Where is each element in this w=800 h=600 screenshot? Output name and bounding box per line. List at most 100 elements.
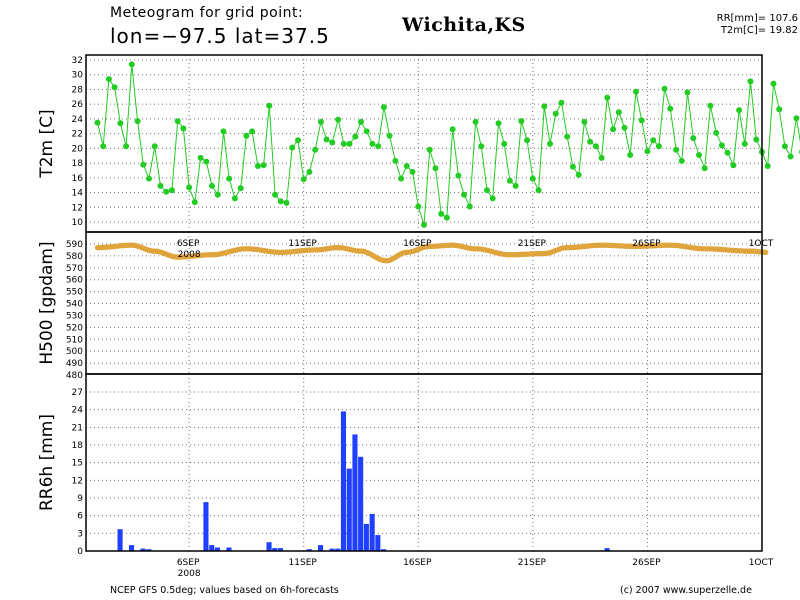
t2m-point (214, 191, 221, 198)
t2m-point (713, 129, 720, 136)
y-tick-label: 18 (72, 441, 84, 451)
t2m-point (443, 214, 450, 221)
t2m-mean-label: T2m[C]= 19.82 (720, 25, 798, 36)
y-tick-label: 16 (72, 174, 84, 184)
t2m-point (421, 221, 427, 228)
t2m-point (524, 137, 531, 144)
t2m-point (598, 154, 605, 161)
t2m-point (724, 149, 731, 156)
x-tick-label: 21SEP (518, 239, 547, 249)
y-tick-label: 3 (77, 529, 83, 539)
t2m-point (770, 80, 777, 87)
t2m-point (409, 168, 416, 175)
t2m-point (231, 195, 238, 202)
x-tick-label: 16SEP (403, 239, 432, 249)
t2m-point (105, 76, 112, 83)
t2m-point (243, 132, 250, 139)
t2m-point (220, 128, 227, 135)
t2m-point (140, 161, 147, 168)
rr6h-bar (335, 548, 341, 551)
t2m-point (186, 184, 193, 191)
t2m-point (438, 210, 445, 217)
t2m-point (787, 153, 794, 160)
t2m-point (312, 146, 319, 153)
t2m-point (512, 182, 519, 189)
rr6h-bar (604, 548, 610, 551)
t2m-point (718, 142, 725, 149)
y-tick-label: 530 (66, 311, 83, 321)
t2m-point (673, 146, 680, 153)
t2m-point (375, 143, 382, 150)
t2m-point (117, 120, 124, 127)
t2m-point (455, 172, 462, 179)
rr6h-bar (306, 549, 312, 551)
t2m-point (633, 88, 639, 95)
panel-frame (85, 373, 763, 552)
y-axis-label: H500 [gpdam] (37, 241, 57, 364)
y-tick-label: 570 (66, 264, 83, 274)
t2m-point (260, 162, 267, 169)
t2m-point (466, 203, 473, 210)
t2m-point (558, 99, 565, 106)
t2m-point (753, 136, 760, 143)
grid-lines (86, 55, 762, 551)
t2m-point (501, 140, 508, 147)
t2m-point (335, 116, 342, 123)
t2m-point (684, 89, 691, 96)
t2m-point (432, 165, 439, 172)
t2m-point (197, 154, 204, 161)
t2m-point (604, 94, 611, 101)
rr6h-bar (369, 513, 375, 551)
t2m-point (174, 118, 181, 125)
t2m-point (180, 125, 187, 132)
t2m-point (323, 136, 330, 143)
rr6h-bar (340, 411, 346, 551)
y-tick-label: 26 (72, 100, 84, 110)
t2m-point (793, 115, 800, 122)
panel-frame (85, 54, 763, 233)
t2m-point (615, 109, 622, 116)
t2m-point (484, 187, 490, 194)
y-tick-label: 18 (72, 159, 84, 169)
y-tick-label: 32 (72, 56, 83, 66)
t2m-point (592, 143, 599, 150)
t2m-point (696, 152, 702, 158)
y-tick-label: 550 (66, 288, 83, 298)
t2m-point (587, 138, 594, 145)
y-tick-label: 480 (66, 371, 83, 381)
t2m-point (644, 148, 651, 155)
y-axis-label: T2m [C] (37, 109, 57, 178)
x-tick-label: 11SEP (289, 558, 318, 568)
x-tick-label: 1OCT (749, 558, 774, 568)
t2m-point (191, 199, 198, 206)
y-tick-label: 560 (66, 276, 83, 286)
t2m-point (157, 182, 164, 189)
footer-credit: (c) 2007 www.superzelle.de (620, 585, 752, 596)
y-tick-label: 6 (77, 512, 83, 522)
t2m-point (518, 118, 525, 125)
rr6h-bar (363, 523, 369, 551)
y-tick-label: 21 (72, 423, 83, 433)
rr6h-bar (146, 549, 152, 551)
t2m-point (168, 187, 175, 194)
x-tick-label: 11SEP (289, 239, 318, 249)
t2m-point (283, 199, 290, 206)
t2m-point (392, 157, 399, 164)
x-tick-label: 16SEP (403, 558, 432, 568)
t2m-point (369, 140, 376, 147)
y-tick-label: 24 (72, 115, 84, 125)
rr6h-bar (117, 529, 123, 551)
t2m-point (781, 143, 788, 150)
x-tick-label: 26SEP (632, 239, 661, 249)
rr6h-bar (358, 456, 364, 551)
t2m-point (707, 102, 714, 109)
t2m-point (272, 191, 279, 198)
t2m-point (340, 140, 347, 147)
t2m-point (776, 106, 783, 113)
h500-point (763, 249, 769, 255)
t2m-point (100, 143, 107, 150)
rr6h-bar (381, 549, 387, 551)
y-tick-label: 24 (72, 406, 84, 416)
t2m-point (415, 203, 422, 210)
